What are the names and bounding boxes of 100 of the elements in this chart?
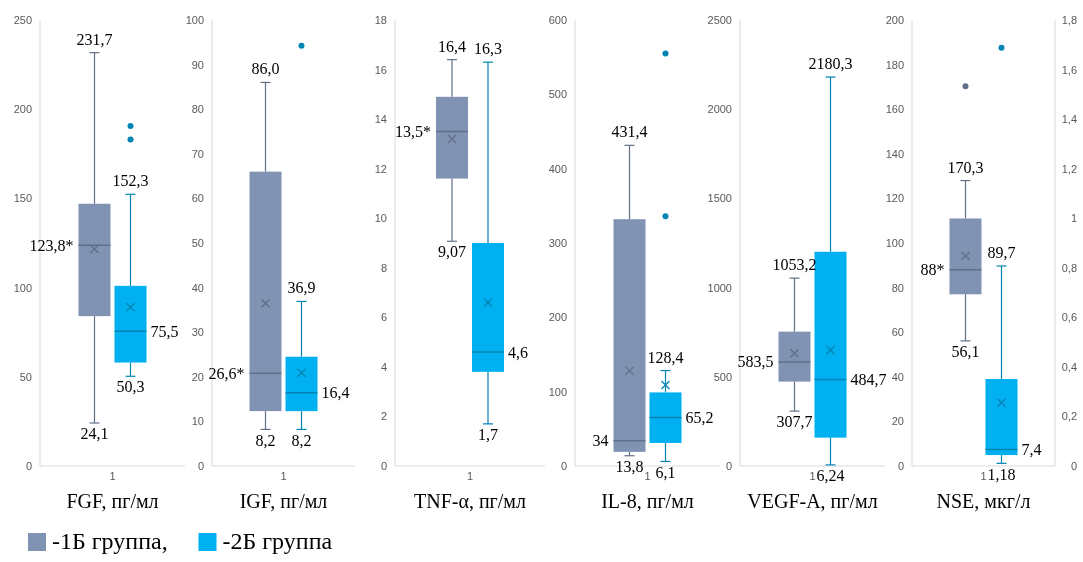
x-tick-label: 1: [644, 470, 651, 482]
y2-tick-label: 0: [1070, 460, 1077, 472]
y-tick-label: 200: [13, 103, 32, 116]
y-tick-label: 0: [897, 460, 904, 472]
x-tick-label: 1: [980, 470, 987, 482]
y-tick-label: 180: [885, 58, 904, 71]
y-tick-label: 8: [380, 261, 387, 274]
annotation: 24,1: [80, 425, 109, 443]
y-tick-label: 40: [891, 370, 904, 383]
y-tick-label: 0: [380, 460, 387, 472]
y-tick-label: 140: [885, 147, 904, 160]
legend-label: -1Б группа,: [52, 528, 168, 554]
y-tick-label: 200: [548, 311, 567, 324]
y-tick-label: 250: [13, 14, 32, 26]
y-tick-label: 20: [891, 415, 904, 428]
annotation: 86,0: [251, 60, 280, 78]
annotation: 8,2: [255, 431, 276, 449]
annotation: 2180,3: [808, 55, 853, 73]
annotation: 88*: [920, 261, 945, 279]
annotation: 89,7: [987, 243, 1016, 261]
y2-tick-label: 1,4: [1061, 113, 1077, 126]
annotation: 75,5: [150, 322, 179, 340]
y-tick-label: 30: [191, 326, 204, 339]
y-tick-label: 2500: [707, 14, 732, 26]
y-tick-label: 10: [191, 415, 204, 428]
y2-tick-label: 1: [1070, 212, 1077, 225]
y-tick-label: 50: [191, 237, 204, 249]
y-tick-label: 0: [25, 460, 32, 472]
y-tick-label: 150: [13, 192, 32, 205]
annotation: 7,4: [1021, 441, 1042, 458]
y2-tick-label: 0,2: [1061, 410, 1077, 423]
annotation: 6,1: [655, 463, 676, 481]
y-tick-label: 100: [548, 385, 567, 398]
y-tick-label: 16: [374, 63, 387, 76]
y-tick-label: 0: [560, 460, 567, 472]
y-tick-label: 4: [380, 360, 387, 373]
y-tick-label: 12: [374, 162, 387, 175]
x-tick-label: 1: [809, 470, 816, 482]
y2-tick-label: 1,2: [1061, 162, 1077, 175]
annotation: 13,5*: [395, 123, 431, 140]
y-tick-label: 80: [191, 103, 204, 116]
y-tick-label: 200: [885, 14, 904, 26]
y-tick-label: 1000: [707, 281, 732, 294]
annotation: 8,2: [291, 431, 312, 449]
annotation: 583,5: [737, 353, 774, 371]
annotation: 484,7: [850, 371, 887, 389]
y-tick-label: 300: [548, 237, 567, 249]
y2-tick-label: 1,6: [1061, 63, 1077, 76]
annotation: 231,7: [76, 30, 113, 48]
y-tick-label: 20: [191, 370, 204, 383]
annotation: 13,8: [615, 457, 644, 475]
y-tick-label: 100: [885, 237, 904, 249]
legend-label: -2Б группа: [222, 528, 333, 554]
y-tick-label: 60: [191, 192, 204, 205]
y-tick-label: 18: [374, 14, 387, 26]
x-axis-title: IGF, пг/мл: [239, 490, 328, 512]
annotation: 34: [592, 432, 609, 450]
x-axis-title: FGF, пг/мл: [66, 490, 159, 512]
y-tick-label: 100: [13, 281, 32, 294]
y-tick-label: 80: [891, 281, 904, 294]
annotation: 128,4: [647, 348, 684, 366]
annotation: 1,18: [987, 465, 1016, 483]
y-tick-label: 0: [197, 460, 204, 472]
y-tick-label: 6: [380, 311, 387, 324]
y2-tick-label: 0,8: [1061, 261, 1077, 274]
y-tick-label: 600: [548, 14, 567, 26]
y-tick-label: 14: [374, 113, 387, 126]
y-tick-label: 500: [713, 370, 732, 383]
annotation: 123,8*: [29, 236, 74, 254]
y-tick-label: 100: [185, 14, 204, 26]
annotation: 50,3: [116, 378, 145, 396]
x-axis-title: TNF-α, пг/мл: [413, 490, 527, 512]
x-tick-label: 1: [280, 470, 287, 482]
annotation: 16,4: [438, 37, 466, 55]
y-tick-label: 10: [374, 212, 387, 225]
x-tick-label: 1: [109, 470, 116, 482]
annotation: 170,3: [947, 158, 984, 176]
annotation: 4,6: [508, 343, 528, 361]
y-tick-label: 40: [191, 281, 204, 294]
y2-tick-label: 0,4: [1061, 360, 1077, 373]
annotation: 9,07: [438, 243, 466, 261]
annotation: 431,4: [611, 123, 648, 141]
x-axis-title: NSE, мкг/л: [936, 490, 1031, 512]
text: 6,24: [816, 467, 845, 485]
x-tick-label: 1: [466, 470, 474, 482]
y2-tick-label: 1,8: [1061, 14, 1077, 26]
annotation: 65,2: [685, 409, 714, 427]
y-tick-label: 70: [191, 147, 204, 160]
annotation: 16,4: [321, 384, 350, 402]
annotation: 152,3: [112, 172, 149, 190]
annotation: 56,1: [951, 343, 980, 361]
y-tick-label: 0: [725, 460, 732, 472]
y-tick-label: 2000: [707, 103, 732, 116]
y-tick-label: 50: [19, 370, 32, 383]
y-tick-label: 160: [885, 103, 904, 116]
y-tick-label: 60: [891, 326, 904, 339]
y-tick-label: 1500: [707, 192, 732, 205]
annotation: 16,3: [474, 40, 502, 58]
annotation: 1,7: [478, 426, 498, 444]
x-axis-title: VEGF-A, пг/мл: [747, 490, 878, 512]
